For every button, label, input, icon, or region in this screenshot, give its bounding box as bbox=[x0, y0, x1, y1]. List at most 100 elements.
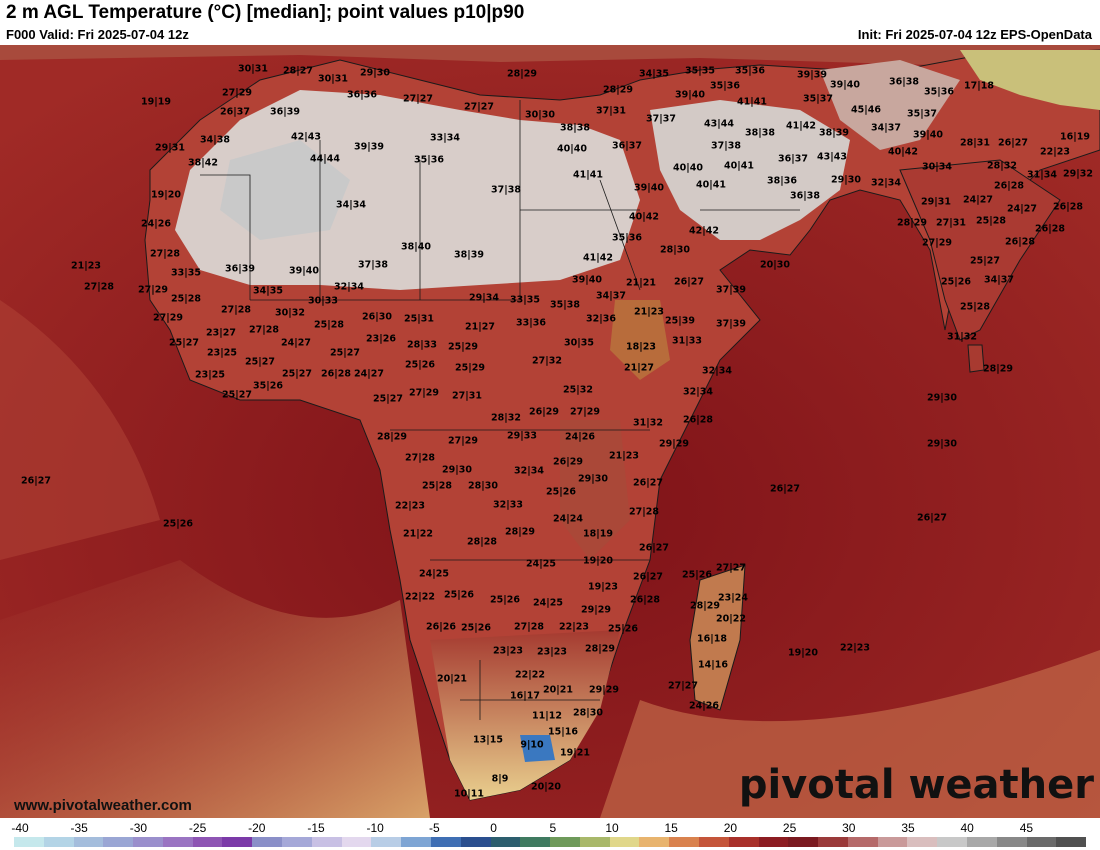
website-label: www.pivotalweather.com bbox=[14, 797, 192, 814]
point-value: 41|41 bbox=[573, 169, 603, 181]
point-value: 26|27 bbox=[633, 571, 663, 583]
point-value: 24|27 bbox=[281, 337, 311, 349]
point-value: 29|29 bbox=[581, 604, 611, 616]
point-value: 25|26 bbox=[490, 594, 520, 606]
scale-tick-label: -35 bbox=[70, 821, 88, 835]
point-value: 27|28 bbox=[514, 621, 544, 633]
point-value: 23|27 bbox=[206, 327, 236, 339]
point-value: 22|22 bbox=[515, 669, 545, 681]
point-value: 28|29 bbox=[585, 643, 615, 655]
point-value: 25|26 bbox=[405, 359, 435, 371]
point-value: 26|28 bbox=[1053, 201, 1083, 213]
point-value: 28|27 bbox=[283, 65, 313, 77]
point-value: 26|29 bbox=[529, 406, 559, 418]
point-value: 27|31 bbox=[936, 217, 966, 229]
point-value: 23|26 bbox=[366, 333, 396, 345]
point-value: 28|30 bbox=[660, 244, 690, 256]
point-value: 43|44 bbox=[704, 118, 734, 130]
point-value: 34|37 bbox=[596, 290, 626, 302]
scale-tick-label: -40 bbox=[11, 821, 29, 835]
point-value: 34|35 bbox=[639, 68, 669, 80]
point-value: 35|36 bbox=[735, 65, 765, 77]
colorbar-swatch bbox=[877, 837, 908, 847]
point-value: 19|20 bbox=[788, 647, 818, 659]
point-value: 39|40 bbox=[830, 79, 860, 91]
point-value: 26|28 bbox=[321, 368, 351, 380]
point-value: 28|33 bbox=[407, 339, 437, 351]
colorbar-swatch bbox=[103, 837, 134, 847]
point-value: 24|24 bbox=[553, 513, 583, 525]
colorbar-swatch bbox=[222, 837, 253, 847]
point-value: 32|34 bbox=[683, 386, 713, 398]
point-value: 45|46 bbox=[851, 104, 881, 116]
point-value: 29|29 bbox=[659, 438, 689, 450]
colorbar-swatch bbox=[937, 837, 967, 847]
init-time: Init: Fri 2025-07-04 12z EPS-OpenData bbox=[857, 27, 1092, 42]
colorbar-swatch bbox=[490, 837, 521, 847]
point-value: 25|28 bbox=[171, 293, 201, 305]
point-value: 40|40 bbox=[673, 162, 703, 174]
scale-tick-label: -20 bbox=[248, 821, 266, 835]
colorbar-swatch bbox=[609, 837, 640, 847]
point-value: 21|21 bbox=[626, 277, 656, 289]
scale-tick-label: -15 bbox=[307, 821, 325, 835]
colorbar-swatch bbox=[728, 837, 759, 847]
point-value: 25|31 bbox=[404, 313, 434, 325]
point-value: 37|38 bbox=[711, 140, 741, 152]
colorbar-swatch bbox=[669, 837, 699, 847]
point-value: 26|26 bbox=[426, 621, 456, 633]
point-value: 29|29 bbox=[589, 684, 619, 696]
point-value: 25|39 bbox=[665, 315, 695, 327]
point-value: 34|38 bbox=[200, 134, 230, 146]
colorbar-swatch bbox=[907, 837, 938, 847]
point-value: 17|18 bbox=[964, 80, 994, 92]
point-value: 42|43 bbox=[291, 131, 321, 143]
point-value: 36|38 bbox=[790, 190, 820, 202]
point-value: 41|42 bbox=[583, 252, 613, 264]
point-value: 30|34 bbox=[922, 161, 952, 173]
point-value: 23|25 bbox=[207, 347, 237, 359]
point-value: 39|39 bbox=[797, 69, 827, 81]
point-value: 22|22 bbox=[405, 591, 435, 603]
point-value: 23|23 bbox=[493, 645, 523, 657]
point-value: 39|40 bbox=[913, 129, 943, 141]
point-value: 37|39 bbox=[716, 284, 746, 296]
point-value: 25|28 bbox=[314, 319, 344, 331]
colorbar-swatch bbox=[460, 837, 491, 847]
point-value: 33|35 bbox=[510, 294, 540, 306]
southern-africa-cool bbox=[430, 630, 620, 800]
point-value: 33|36 bbox=[516, 317, 546, 329]
point-value: 28|30 bbox=[468, 480, 498, 492]
point-value: 35|37 bbox=[803, 93, 833, 105]
colorbar-swatch bbox=[162, 837, 193, 847]
point-value: 32|36 bbox=[586, 313, 616, 325]
point-value: 28|29 bbox=[377, 431, 407, 443]
point-value: 44|44 bbox=[310, 153, 340, 165]
colorbar-swatch bbox=[996, 837, 1027, 847]
point-value: 27|27 bbox=[668, 680, 698, 692]
point-value: 34|35 bbox=[253, 285, 283, 297]
point-value: 41|42 bbox=[786, 120, 816, 132]
point-value: 25|27 bbox=[282, 368, 312, 380]
scale-tick-label: 25 bbox=[782, 821, 797, 835]
point-value: 27|28 bbox=[249, 324, 279, 336]
india bbox=[899, 159, 1061, 341]
point-value: 30|30 bbox=[525, 109, 555, 121]
point-value: 39|40 bbox=[675, 89, 705, 101]
point-value: 35|38 bbox=[550, 299, 580, 311]
point-value: 23|25 bbox=[195, 369, 225, 381]
point-value: 37|37 bbox=[646, 113, 676, 125]
point-value: 40|40 bbox=[557, 143, 587, 155]
point-value: 25|26 bbox=[941, 276, 971, 288]
point-value: 27|32 bbox=[532, 355, 562, 367]
point-value: 35|36 bbox=[414, 154, 444, 166]
point-value: 25|28 bbox=[960, 301, 990, 313]
point-value: 40|41 bbox=[696, 179, 726, 191]
point-value: 34|37 bbox=[984, 274, 1014, 286]
point-value: 32|34 bbox=[702, 365, 732, 377]
point-value: 19|19 bbox=[141, 96, 171, 108]
point-value: 25|27 bbox=[330, 347, 360, 359]
point-value: 26|28 bbox=[630, 594, 660, 606]
point-value: 20|22 bbox=[716, 613, 746, 625]
point-value: 29|30 bbox=[927, 438, 957, 450]
